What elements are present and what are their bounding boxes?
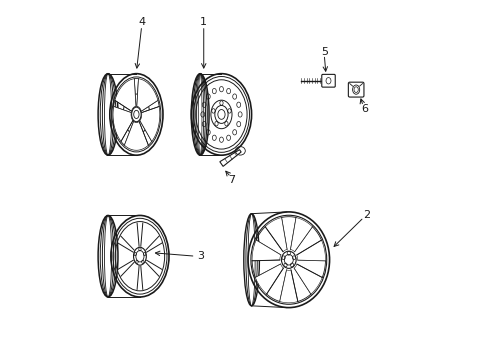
- Polygon shape: [137, 79, 158, 111]
- Polygon shape: [264, 217, 286, 252]
- Polygon shape: [140, 107, 160, 141]
- Polygon shape: [113, 107, 133, 141]
- Text: 1: 1: [200, 17, 207, 27]
- Polygon shape: [296, 240, 325, 261]
- Text: 5: 5: [320, 47, 327, 57]
- Polygon shape: [115, 79, 136, 111]
- Text: 3: 3: [196, 251, 203, 261]
- Polygon shape: [294, 264, 322, 294]
- Text: 4: 4: [138, 17, 145, 27]
- FancyBboxPatch shape: [347, 82, 363, 97]
- Polygon shape: [220, 150, 241, 166]
- Polygon shape: [279, 270, 297, 303]
- Polygon shape: [255, 264, 283, 294]
- Polygon shape: [290, 217, 312, 252]
- Polygon shape: [252, 240, 280, 261]
- Polygon shape: [124, 121, 148, 150]
- FancyBboxPatch shape: [321, 75, 335, 87]
- Text: 7: 7: [228, 175, 235, 185]
- Text: 6: 6: [361, 104, 368, 114]
- Text: 2: 2: [363, 211, 369, 220]
